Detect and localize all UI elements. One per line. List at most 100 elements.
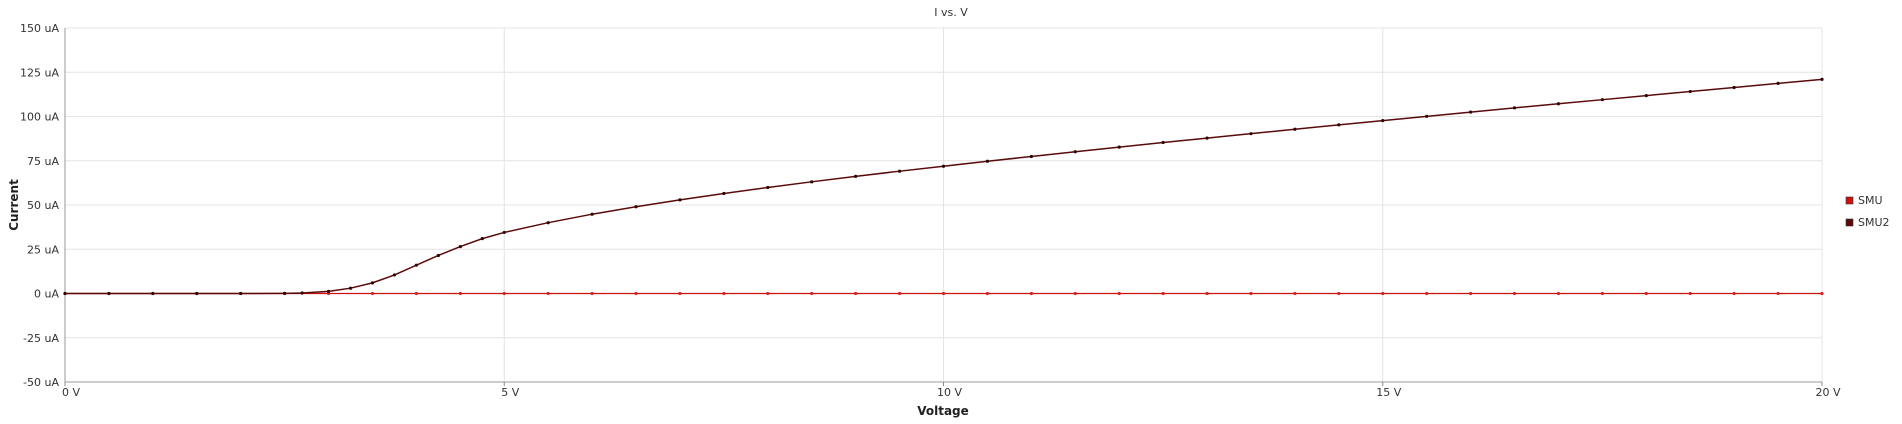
data-point (546, 291, 550, 296)
data-point (985, 291, 990, 296)
legend-label: SMU2 (1858, 216, 1890, 229)
data-point (1337, 123, 1341, 127)
data-point (1249, 132, 1253, 136)
x-tick-label: 10 V (937, 386, 962, 399)
x-tick-label: 20 V (1815, 386, 1840, 399)
data-point (414, 263, 418, 267)
x-axis-ticks: 0 V 5 V 10 V 15 V 20 V (62, 382, 1841, 399)
data-point (1205, 136, 1209, 140)
y-tick-label: 125 uA (20, 66, 59, 79)
legend-item: SMU2 (1845, 216, 1890, 229)
data-point (458, 244, 462, 249)
data-point (1776, 81, 1780, 86)
chart-title: I vs. V (934, 6, 968, 19)
data-point (1425, 291, 1429, 296)
x-tick-label: 15 V (1376, 386, 1401, 399)
data-point (897, 291, 902, 296)
data-point (1644, 94, 1648, 98)
data-point (1029, 291, 1033, 296)
data-point (1337, 291, 1341, 296)
data-point (546, 221, 550, 225)
data-point (1820, 77, 1824, 81)
legend-swatch (1845, 196, 1854, 205)
data-point (1644, 291, 1648, 296)
grid (64, 27, 1823, 383)
y-tick-label: 150 uA (20, 22, 59, 35)
series-line (65, 78, 1823, 295)
data-point (326, 289, 331, 293)
y-tick-label: -50 uA (23, 376, 59, 389)
data-point (1293, 291, 1297, 296)
data-point (1381, 291, 1385, 296)
data-point (1732, 85, 1736, 90)
data-point (1600, 98, 1604, 102)
data-point (283, 291, 287, 295)
data-point (502, 291, 506, 296)
data-point (1249, 291, 1253, 296)
x-tick-label: 5 V (501, 386, 519, 399)
data-point (107, 291, 111, 296)
data-point (436, 253, 440, 258)
data-point (634, 205, 638, 209)
data-point (678, 291, 682, 296)
data-point (502, 230, 506, 235)
legend: SMU SMU2 (1845, 194, 1890, 229)
data-point (1512, 291, 1517, 296)
y-tick-label: 100 uA (20, 111, 59, 124)
data-point (678, 198, 682, 202)
data-point (590, 212, 594, 216)
data-point (1776, 291, 1780, 296)
data-point (63, 291, 67, 296)
data-point (370, 291, 375, 296)
data-point (239, 291, 243, 296)
data-point (941, 164, 946, 168)
data-point (151, 291, 155, 296)
data-point (1469, 291, 1473, 296)
y-tick-label: 0 uA (34, 288, 59, 301)
data-point (1117, 291, 1121, 296)
data-point (941, 291, 946, 296)
data-point (1161, 140, 1165, 145)
data-point (854, 174, 858, 178)
data-point (348, 286, 353, 290)
data-point (985, 159, 990, 163)
data-point (480, 237, 484, 241)
data-point (1512, 106, 1517, 110)
data-point (1073, 291, 1077, 296)
y-axis-ticks: 150 uA 125 uA 100 uA 75 uA 50 uA 25 uA 0 uA -25… (20, 22, 59, 389)
data-point (766, 185, 770, 190)
data-point (1688, 89, 1692, 94)
legend-label: SMU (1858, 194, 1883, 207)
data-point (370, 281, 375, 285)
legend-item: SMU (1845, 194, 1883, 207)
y-tick-label: 25 uA (27, 243, 59, 256)
data-point (897, 169, 902, 173)
data-point (766, 291, 770, 296)
y-tick-label: 75 uA (27, 155, 59, 168)
data-point (195, 291, 199, 296)
data-point (722, 291, 726, 296)
data-point (1556, 102, 1561, 106)
data-point (1600, 291, 1604, 296)
data-point (1381, 118, 1385, 123)
data-point (810, 180, 814, 184)
data-point (1161, 291, 1165, 296)
legend-swatch (1845, 218, 1854, 227)
plot-area (63, 77, 1824, 296)
data-point (1117, 145, 1121, 149)
data-point (300, 291, 304, 295)
y-axis-title: Current (7, 179, 21, 231)
data-point (722, 191, 726, 196)
data-point (590, 291, 594, 296)
data-point (854, 291, 858, 296)
data-point (1425, 114, 1429, 118)
data-point (392, 273, 397, 277)
data-point (1073, 150, 1077, 154)
data-point (1293, 127, 1297, 131)
data-point (458, 291, 462, 296)
data-point (1469, 110, 1473, 114)
series-smu2 (63, 77, 1824, 296)
data-point (1556, 291, 1561, 296)
